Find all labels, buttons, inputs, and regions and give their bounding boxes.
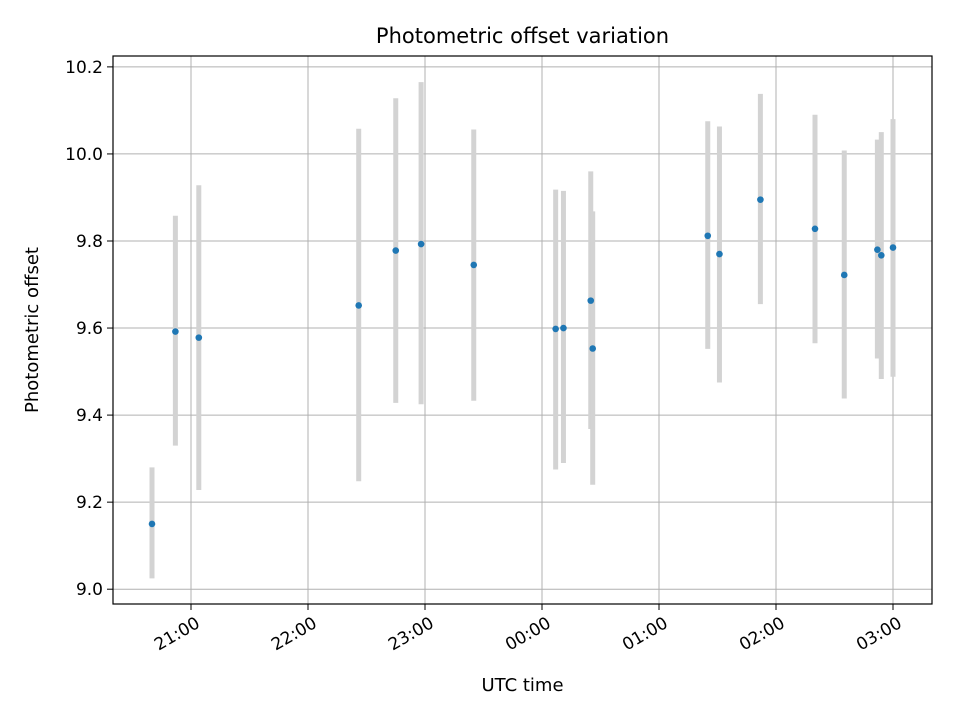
data-point (417, 240, 425, 248)
y-tick-label: 10.0 (65, 145, 103, 165)
y-tick-label: 9.0 (76, 580, 103, 600)
data-point (148, 520, 156, 528)
y-tick-label: 9.8 (76, 232, 103, 252)
x-axis-title: UTC time (481, 675, 563, 696)
data-point (172, 328, 179, 335)
grid (113, 56, 932, 604)
chart-title: Photometric offset variation (376, 24, 669, 48)
data-point (878, 252, 885, 259)
data-point (874, 246, 881, 253)
data-point (840, 271, 848, 279)
data-point (811, 225, 819, 233)
data-point (392, 247, 400, 254)
data-point (355, 302, 363, 309)
data-point (757, 196, 764, 203)
data-point (889, 244, 897, 251)
data-points (148, 196, 897, 528)
y-tick-label: 9.2 (76, 493, 103, 513)
y-tick-label: 10.2 (65, 58, 103, 78)
y-tick-label: 9.4 (76, 406, 103, 426)
y-axis-ticks: 9.0 9.2 9.4 9.6 9.8 10.0 10.2 (65, 58, 113, 600)
plot-frame (112, 55, 933, 605)
data-point (195, 334, 203, 341)
data-point (587, 297, 595, 304)
y-tick-label: 9.6 (76, 319, 103, 339)
y-axis-title: Photometric offset (22, 247, 43, 413)
data-point (589, 345, 596, 352)
data-point (552, 325, 559, 333)
data-point (470, 261, 478, 269)
data-point (716, 250, 723, 258)
data-point (704, 232, 712, 240)
data-point (560, 324, 567, 332)
